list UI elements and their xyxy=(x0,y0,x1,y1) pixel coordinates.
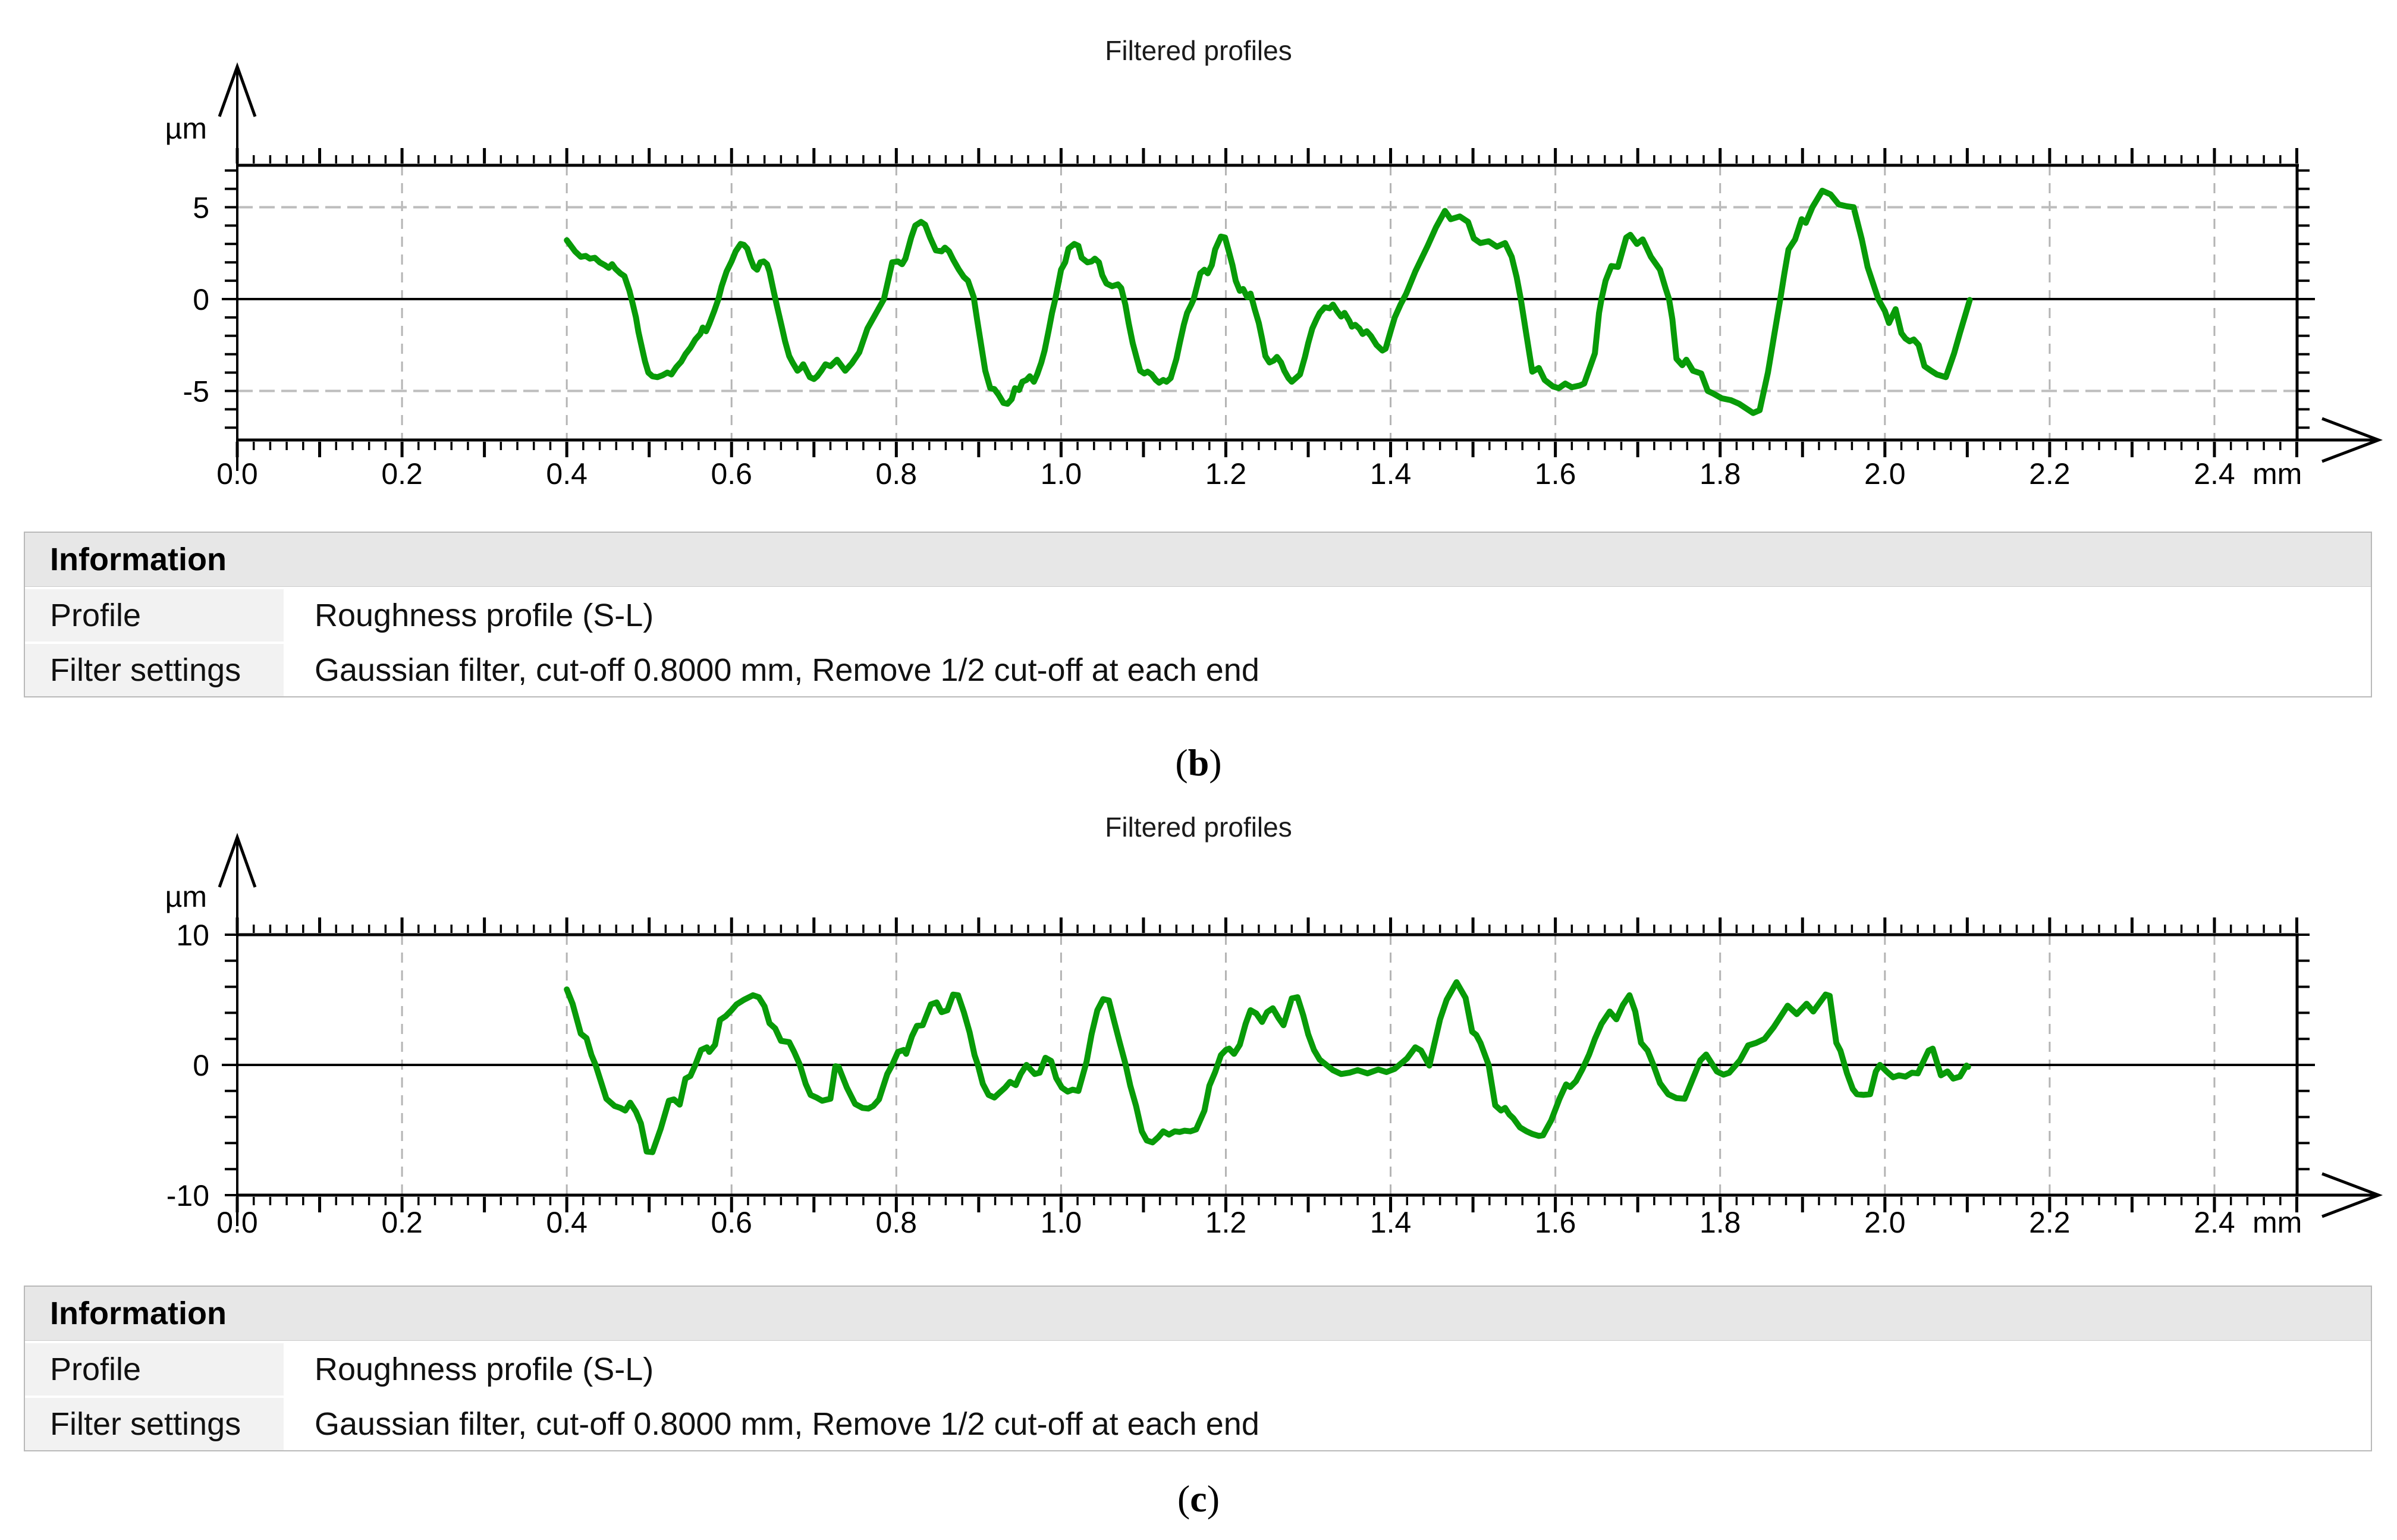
y-tick-label: 5 xyxy=(193,191,209,225)
x-tick-label: 2.2 xyxy=(2029,457,2071,491)
table-row: Profile Roughness profile (S-L) xyxy=(25,587,2371,642)
row-value-profile: Roughness profile (S-L) xyxy=(288,589,2371,642)
x-tick-label: 1.2 xyxy=(1205,457,1247,491)
y-axis-unit-label: µm xyxy=(165,112,207,145)
caption-paren: ) xyxy=(1207,1478,1220,1520)
y-tick-label: 0 xyxy=(193,1049,209,1082)
caption-paren: ) xyxy=(1209,741,1222,784)
row-label-profile: Profile xyxy=(25,589,288,642)
x-tick-label: 1.0 xyxy=(1041,457,1082,491)
y-axis-arrow-icon xyxy=(218,832,257,888)
x-tick-label: 2.4 xyxy=(2194,1206,2235,1239)
table-row: Filter settings Gaussian filter, cut-off… xyxy=(25,642,2371,696)
x-tick-label: 0.2 xyxy=(381,1206,423,1239)
x-axis-arrow-icon xyxy=(2321,1172,2383,1218)
roughness-profile-chart-b: µm 5 0 -5 0.0 0.2 0.4 0.6 0.8 1.0 1.2 1.4 1.6 1.8 2.0 2… xyxy=(165,62,2383,491)
info-table-c: Information Profile Roughness profile (S… xyxy=(24,1286,2372,1451)
x-tick-label: 2.0 xyxy=(1864,457,1906,491)
row-label-filter-settings: Filter settings xyxy=(25,644,288,696)
x-tick-label: 2.0 xyxy=(1864,1206,1906,1239)
chart-b-title: Filtered profiles xyxy=(1105,35,1292,66)
x-tick-label: 0.8 xyxy=(876,457,918,491)
roughness-profile-b xyxy=(564,187,1973,416)
x-tick-label: 1.4 xyxy=(1370,1206,1412,1239)
y-axis-arrow-icon xyxy=(218,62,257,117)
x-tick-label: 0.4 xyxy=(546,457,588,491)
row-label-profile: Profile xyxy=(25,1343,288,1396)
x-tick-label: 0.4 xyxy=(546,1206,588,1239)
x-tick-label: 0.6 xyxy=(711,1206,752,1239)
roughness-profile-c xyxy=(564,979,1971,1155)
table-row: Profile Roughness profile (S-L) xyxy=(25,1341,2371,1396)
row-value-filter-settings: Gaussian filter, cut-off 0.8000 mm, Remo… xyxy=(288,644,2371,696)
x-tick-label: 0.8 xyxy=(876,1206,918,1239)
x-tick-label: 2.2 xyxy=(2029,1206,2071,1239)
y-tick-label: -5 xyxy=(183,375,209,408)
caption-letter: c xyxy=(1190,1478,1207,1520)
caption-paren: ( xyxy=(1175,741,1188,784)
row-label-filter-settings: Filter settings xyxy=(25,1398,288,1450)
x-tick-label: 0.0 xyxy=(216,457,258,491)
chart-c-title: Filtered profiles xyxy=(1105,812,1292,843)
y-tick-label: 0 xyxy=(193,283,209,316)
subfigure-label-c: (c) xyxy=(0,1477,2397,1521)
caption-paren: ( xyxy=(1177,1478,1190,1520)
x-tick-label: 2.4 xyxy=(2194,457,2235,491)
x-tick-label: 1.4 xyxy=(1370,457,1412,491)
x-axis-arrow-icon xyxy=(2321,417,2383,463)
x-tick-label: 1.6 xyxy=(1535,1206,1576,1239)
x-tick-label: 1.8 xyxy=(1699,1206,1741,1239)
x-tick-label: 1.6 xyxy=(1535,457,1576,491)
info-table-header: Information xyxy=(25,533,2371,587)
x-tick-label: 1.8 xyxy=(1699,457,1741,491)
info-table-b: Information Profile Roughness profile (S… xyxy=(24,532,2372,697)
row-value-filter-settings: Gaussian filter, cut-off 0.8000 mm, Remo… xyxy=(288,1398,2371,1450)
table-row: Filter settings Gaussian filter, cut-off… xyxy=(25,1396,2371,1450)
x-tick-label: 1.0 xyxy=(1041,1206,1082,1239)
x-tick-label: 0.6 xyxy=(711,457,752,491)
y-tick-label: -10 xyxy=(166,1179,209,1212)
x-tick-label: 0.0 xyxy=(216,1206,258,1239)
x-axis-unit-label: mm xyxy=(2253,1206,2302,1239)
subfigure-label-b: (b) xyxy=(0,741,2397,785)
y-tick-label: 10 xyxy=(176,919,209,952)
row-value-profile: Roughness profile (S-L) xyxy=(288,1343,2371,1396)
x-tick-label: 1.2 xyxy=(1205,1206,1247,1239)
roughness-profile-chart-c: µm 10 0 -100.0 0.2 0.4 0.6 0.8 1.0 1.2 1.4 1.6 1.8 2.… xyxy=(165,832,2383,1239)
y-axis-unit-label: µm xyxy=(165,880,207,913)
caption-letter: b xyxy=(1187,741,1210,784)
info-table-header: Information xyxy=(25,1287,2371,1341)
x-axis-unit-label: mm xyxy=(2253,457,2302,491)
x-tick-label: 0.2 xyxy=(381,457,423,491)
